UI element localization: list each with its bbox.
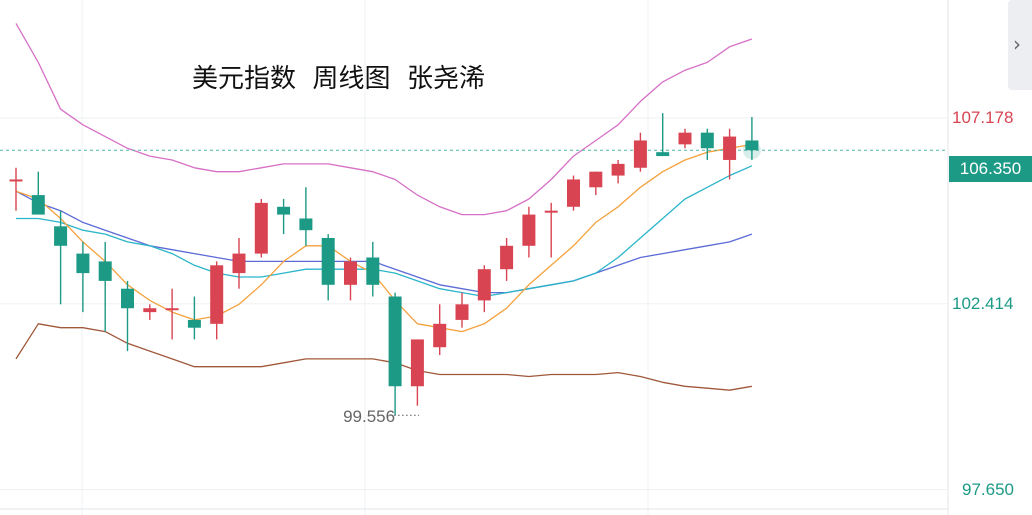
candle-body [433,323,447,348]
candle-body [477,269,491,301]
band-lower-line [15,323,753,391]
y-tick-label-mid: 102.414 [952,293,1014,313]
candle [31,171,45,215]
candle-body [455,304,469,320]
candle [500,237,514,281]
candle [544,202,558,258]
chart-title: 美元指数 周线图 张尧浠 [192,64,486,94]
candle-body [589,171,603,188]
candle-body [366,257,380,285]
candle-body [678,132,692,145]
candle [143,304,157,320]
ma-slow-line [15,190,753,294]
candle [9,167,23,211]
candle [433,304,447,356]
candle-body [700,132,714,149]
candle [410,339,424,406]
candle-body [723,136,737,160]
candle-body [299,218,313,231]
candle-body [232,253,246,274]
candle-body [410,339,424,387]
candle-body [76,253,90,274]
candle [455,292,469,328]
candle-body [143,308,157,313]
candle [344,257,357,301]
low-price-label: 99.556 [343,407,396,427]
candle [76,241,90,313]
candle [54,210,68,305]
candle [678,128,692,149]
candle-body [522,214,536,246]
candle [656,113,670,157]
candle-body [277,206,291,215]
candle [366,241,380,297]
candle [277,198,291,235]
candle-body [187,319,201,328]
y-tick-label-high: 107.178 [952,107,1014,127]
last-price-glow [742,141,761,160]
candle [321,234,335,301]
candle-body [633,140,647,168]
candle [165,288,179,340]
candle-body [54,226,68,246]
candle [700,128,714,160]
candle-body [344,261,357,285]
candle [477,265,491,313]
candle-body [388,296,402,387]
y-tick-label-low: 97.650 [962,479,1014,499]
candle-body [98,261,112,281]
candle-body [656,152,670,157]
candle-body [254,202,268,254]
candles [9,113,761,416]
candle-body [165,308,179,311]
candle-body [121,288,134,309]
candle [633,132,647,172]
ma-mid-line [16,165,753,298]
candle-body [611,163,625,176]
side-panel-toggle-button[interactable]: › [1008,0,1032,90]
candle-body [210,265,224,324]
bollinger-bands [15,23,753,391]
candle [98,241,112,332]
candle [567,175,580,211]
candle [187,296,201,340]
candle [723,128,737,180]
candle [299,187,313,246]
candle [232,237,246,289]
candle [388,292,402,416]
candle [121,280,134,352]
grid [0,0,949,515]
candle-body [31,195,45,215]
candle [210,261,224,340]
candle [745,117,759,160]
candle [254,198,268,258]
candle-body [567,179,580,207]
candle [589,171,603,196]
moving-averages [15,143,753,333]
ma-fast-line [15,143,753,333]
chevron-right-icon: › [1013,32,1021,56]
candle-body [9,179,23,182]
candle [522,206,536,258]
candle-body [500,245,514,270]
candle-body [745,140,759,151]
candle [611,159,625,184]
current-price-tag: 106.350 [949,156,1032,182]
candle-body [321,237,335,285]
band-upper-line [15,23,753,216]
candle-body [544,210,558,213]
